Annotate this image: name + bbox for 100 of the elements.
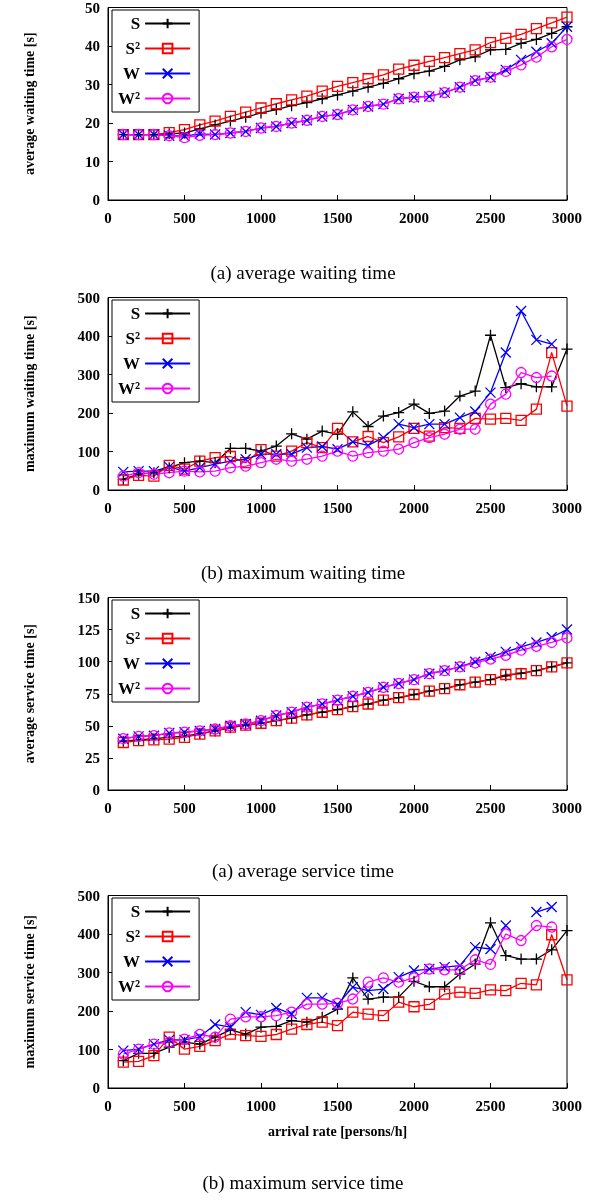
point	[484, 36, 497, 49]
point	[362, 439, 374, 451]
x-tick-label: 1500	[322, 799, 353, 816]
point	[514, 37, 528, 50]
point	[530, 906, 543, 918]
text: (b) maximum waiting time	[200, 562, 406, 584]
text: (a) average service time	[212, 860, 394, 882]
point	[224, 1028, 237, 1040]
point	[453, 967, 467, 981]
point	[438, 988, 451, 1000]
y-tick-label: 400	[77, 926, 100, 942]
legend-label: S	[130, 14, 141, 33]
point	[407, 975, 421, 988]
x-tick-label: 0	[104, 499, 112, 516]
point	[361, 81, 375, 94]
point	[469, 44, 481, 56]
point	[285, 1014, 298, 1027]
legend-label: W²	[117, 977, 141, 996]
point	[331, 1019, 344, 1032]
point	[530, 380, 543, 393]
text: (a) average waiting time	[210, 262, 396, 284]
point	[377, 1009, 390, 1022]
y-tick-label: 400	[77, 328, 100, 344]
point	[377, 445, 390, 457]
point	[499, 43, 512, 56]
y-tick-label: 10	[85, 153, 100, 170]
point	[484, 984, 497, 996]
y-tick-label: 300	[77, 366, 100, 383]
point	[484, 958, 497, 971]
point	[209, 1018, 221, 1031]
point	[530, 952, 543, 966]
point	[331, 422, 344, 435]
point	[500, 388, 512, 400]
y-tick-label: 100	[77, 443, 100, 460]
point	[514, 377, 528, 390]
point	[561, 623, 573, 636]
point	[423, 418, 435, 430]
point	[117, 470, 129, 482]
legend-label: W²	[117, 679, 141, 698]
y-tick-label: 50	[85, 0, 100, 16]
legend-label: S	[130, 604, 141, 623]
x-tick-label: 3000	[552, 499, 582, 516]
point	[454, 959, 466, 972]
point	[514, 952, 528, 966]
point	[193, 122, 206, 135]
x-tick-label: 2500	[475, 499, 506, 516]
y-tick-label: 75	[85, 685, 100, 702]
point	[393, 971, 405, 983]
point	[300, 96, 314, 109]
point	[377, 409, 390, 423]
point	[560, 342, 574, 356]
point	[530, 371, 543, 384]
point	[561, 11, 573, 23]
point	[561, 632, 573, 644]
point	[500, 412, 512, 425]
point	[546, 901, 558, 913]
point	[301, 453, 313, 465]
point	[270, 1009, 282, 1022]
y-tick-label: 30	[85, 76, 100, 93]
legend-label: W	[123, 654, 141, 673]
point	[408, 972, 420, 984]
y-tick-label: 200	[77, 405, 100, 421]
point	[178, 1043, 191, 1055]
point	[530, 640, 543, 652]
point	[515, 366, 527, 379]
x-tick-label: 2000	[399, 799, 429, 816]
y-axis-title: maximum service time [s]	[21, 914, 37, 1069]
point	[132, 1055, 145, 1068]
y-tick-label: 50	[85, 717, 100, 734]
point	[163, 467, 175, 479]
point	[301, 437, 313, 449]
y-tick-label: 25	[85, 749, 100, 766]
point	[484, 398, 497, 410]
point	[194, 466, 206, 478]
y-tick-label: 125	[77, 621, 100, 638]
point	[530, 334, 543, 346]
point	[393, 418, 405, 430]
point	[255, 1030, 267, 1043]
point	[469, 954, 481, 966]
x-tick-label: 1500	[322, 1097, 353, 1114]
x-tick-label: 500	[173, 799, 196, 816]
point	[255, 448, 267, 460]
legend-label: S	[130, 902, 141, 921]
point	[469, 405, 481, 418]
point	[408, 1001, 420, 1013]
legend-label: W	[123, 64, 141, 83]
point	[393, 996, 405, 1008]
x-tick-label: 1000	[246, 209, 276, 226]
point	[224, 114, 237, 128]
point	[362, 447, 374, 459]
point	[438, 60, 451, 73]
legend-label: S²	[125, 927, 141, 946]
point	[546, 929, 558, 941]
point	[454, 986, 466, 998]
x-tick-label: 1500	[322, 499, 353, 516]
x-tick-label: 3000	[552, 209, 582, 226]
y-tick-label: 0	[92, 482, 100, 498]
point	[423, 407, 436, 420]
point	[224, 1013, 237, 1025]
x-tick-label: 3000	[552, 799, 582, 816]
